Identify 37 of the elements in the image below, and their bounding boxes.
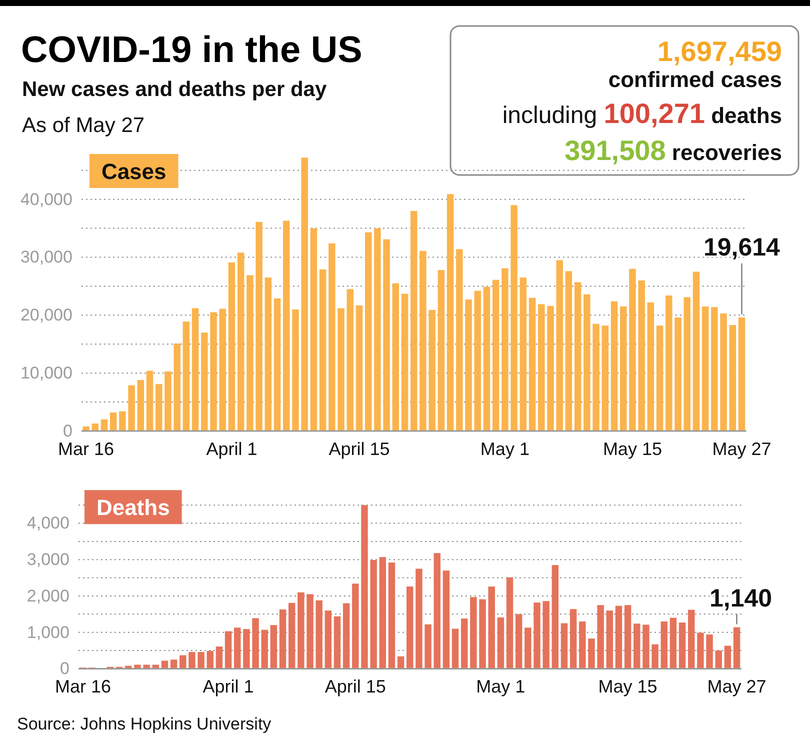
x-tick-label: April 1 (202, 676, 254, 696)
text: As of May 27 (22, 114, 145, 137)
x-tick-label: May 1 (480, 438, 530, 459)
y-tick-label: 40,000 (20, 190, 72, 209)
source-note: Source: Johns Hopkins University (17, 714, 272, 734)
category-label: confirmed cases (608, 67, 782, 92)
category-label: deaths (704, 103, 782, 128)
x-tick-label: May 15 (602, 438, 662, 459)
y-tick-label: 1,000 (26, 622, 70, 642)
text: COVID-19 in the US (21, 29, 362, 70)
x-tick-label: Mar 16 (54, 676, 112, 696)
y-tick-label: 4,000 (26, 514, 70, 533)
text: 391,508 (564, 135, 666, 166)
chart-title: Deaths (96, 495, 170, 520)
x-tick-label: April 15 (324, 676, 386, 696)
x-tick-label: May 27 (707, 676, 766, 696)
x-tick-label: Mar 16 (58, 438, 114, 459)
x-tick-label: April 15 (328, 438, 390, 459)
category-label: recoveries (666, 140, 782, 165)
text: 1,697,459 (657, 36, 782, 67)
y-tick-label: 30,000 (20, 248, 72, 267)
y-tick-label: 3,000 (26, 550, 70, 570)
data-label: 1,140 (709, 584, 772, 612)
x-tick-label: May 1 (476, 676, 526, 696)
x-tick-label: May 15 (598, 676, 658, 696)
y-tick-label: 10,000 (20, 364, 72, 383)
text: New cases and deaths per day (22, 78, 327, 101)
x-tick-label: April 1 (206, 438, 258, 459)
y-tick-label: 0 (62, 421, 72, 440)
x-tick-label: May 27 (712, 438, 772, 459)
chart-title: Cases (101, 159, 166, 184)
text: including (502, 102, 604, 129)
text: 100,271 (604, 98, 705, 129)
y-tick-label: 2,000 (26, 586, 70, 606)
y-tick-label: 0 (60, 659, 70, 678)
y-tick-label: 20,000 (20, 306, 72, 325)
data-label: 19,614 (704, 233, 780, 262)
